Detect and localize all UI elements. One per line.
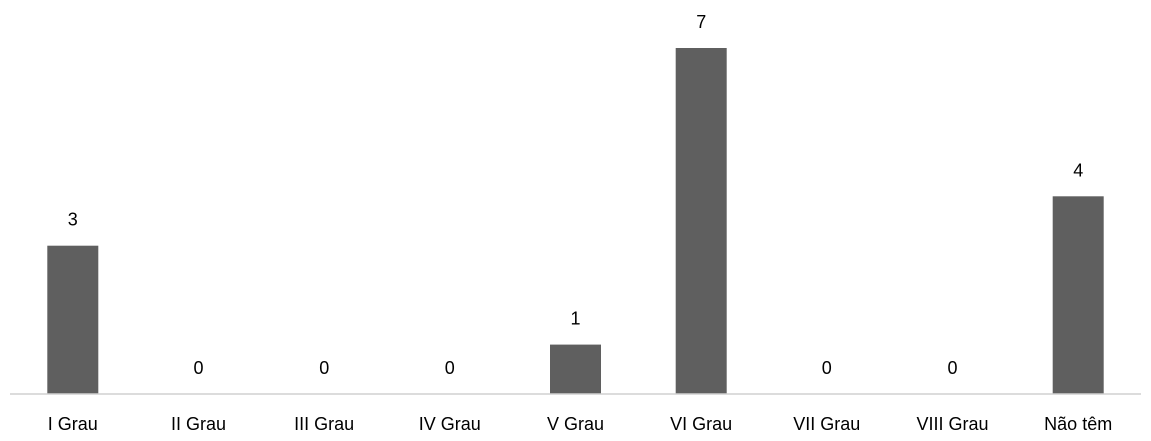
bar-value-label: 3 <box>68 210 78 230</box>
bar <box>1052 196 1104 394</box>
x-tick-label: VI Grau <box>670 414 732 434</box>
x-tick-label: I Grau <box>48 414 98 434</box>
bar-value-label: 0 <box>445 358 455 378</box>
bar-value-label: 0 <box>822 358 832 378</box>
x-tick-label: VIII Grau <box>916 414 988 434</box>
x-tick-label: II Grau <box>171 414 226 434</box>
bar <box>675 48 727 394</box>
bar <box>47 245 99 394</box>
value-labels-group: 3 0 0 0 1 7 0 0 4 <box>68 12 1083 378</box>
bars-group <box>47 48 1104 394</box>
bar <box>550 344 601 394</box>
bar-value-label: 7 <box>696 12 706 32</box>
x-tick-label: Não têm <box>1044 414 1112 434</box>
x-tick-label: V Grau <box>547 414 604 434</box>
bar-value-label: 1 <box>570 309 580 329</box>
x-tick-label: VII Grau <box>793 414 860 434</box>
bar-value-label: 0 <box>319 358 329 378</box>
x-tick-label: III Grau <box>294 414 354 434</box>
x-tick-labels-group: I Grau II Grau III Grau IV Grau V Grau VI Gra… <box>48 414 1112 434</box>
bar-value-label: 0 <box>193 358 203 378</box>
bar-value-label: 0 <box>947 358 957 378</box>
x-tick-label: IV Grau <box>419 414 481 434</box>
bar-value-label: 4 <box>1073 160 1083 180</box>
